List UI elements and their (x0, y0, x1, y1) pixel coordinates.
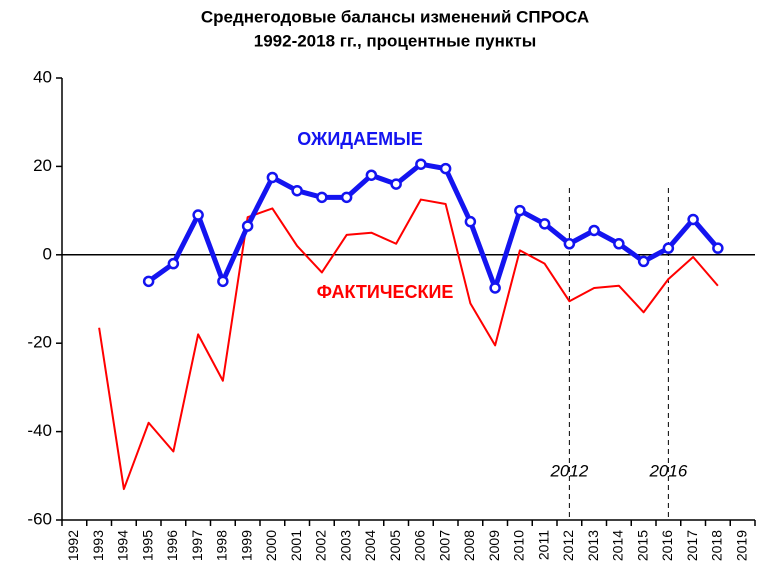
point (365, 169, 378, 181)
x-tick-label: 2000 (263, 530, 279, 561)
x-tick-label: 2018 (709, 530, 725, 561)
x-tick-label: 2007 (436, 530, 452, 561)
point (266, 171, 279, 184)
point (514, 204, 526, 217)
point (390, 178, 402, 190)
point (687, 213, 699, 226)
series-line (98, 198, 719, 491)
point (489, 282, 501, 294)
series-line (147, 161, 720, 291)
x-tick-label: 2008 (461, 530, 477, 561)
series-label: ФАКТИЧЕСКИЕ (317, 282, 454, 302)
x-tick-label: 1994 (115, 530, 131, 561)
x-tick-label: 1992 (65, 530, 81, 561)
y-tick-label: 20 (33, 156, 52, 175)
x-tick-label: 2012 (560, 530, 576, 561)
y-tick-label: 40 (33, 67, 52, 86)
x-tick-label: 2004 (362, 530, 378, 561)
x-tick-label: 2003 (337, 530, 353, 561)
point (588, 224, 600, 237)
x-tick-label: 1993 (90, 530, 106, 561)
point (637, 255, 650, 268)
x-tick-label: 1999 (238, 530, 254, 561)
x-tick-label: 2009 (486, 530, 502, 561)
point (142, 275, 155, 288)
point (217, 275, 229, 288)
point (712, 242, 724, 254)
x-tick-label: 1998 (214, 530, 230, 561)
x-tick-label: 1996 (164, 530, 180, 561)
reference-label: 2016 (648, 461, 687, 480)
reference-label: 2012 (549, 461, 588, 480)
x-tick-label: 1995 (139, 530, 155, 561)
y-tick-label: -20 (27, 333, 52, 352)
series-label: ОЖИДАЕМЫЕ (297, 129, 422, 149)
point (241, 220, 254, 232)
x-tick-label: 2019 (733, 530, 749, 561)
y-tick-label: -40 (27, 421, 52, 440)
point (662, 242, 675, 254)
point (415, 158, 427, 170)
x-tick-label: 2013 (585, 530, 601, 561)
x-tick-label: 2006 (412, 530, 428, 561)
x-tick-label: 1997 (189, 530, 205, 561)
point (291, 184, 303, 197)
point (538, 218, 551, 230)
point (464, 215, 477, 228)
point (439, 162, 452, 175)
chart-subtitle: 1992-2018 гг., процентные пункты (254, 31, 537, 50)
y-tick-label: -60 (27, 509, 52, 528)
point (563, 238, 576, 250)
point (613, 238, 625, 250)
point (316, 191, 328, 204)
x-tick-label: 2011 (535, 530, 551, 560)
x-tick-label: 2014 (610, 530, 626, 561)
x-tick-label: 2010 (511, 530, 527, 561)
point (340, 191, 353, 204)
point (192, 209, 204, 221)
x-tick-label: 2001 (288, 530, 304, 561)
x-tick-label: 2005 (387, 530, 403, 561)
x-tick-label: 2016 (659, 530, 675, 561)
x-tick-label: 2015 (634, 530, 650, 561)
x-tick-label: 2017 (684, 530, 700, 561)
chart-title: Среднегодовые балансы изменений СПРОСА (201, 7, 589, 26)
y-tick-label: 0 (43, 244, 52, 263)
x-tick-label: 2002 (313, 530, 329, 561)
point (167, 257, 180, 270)
